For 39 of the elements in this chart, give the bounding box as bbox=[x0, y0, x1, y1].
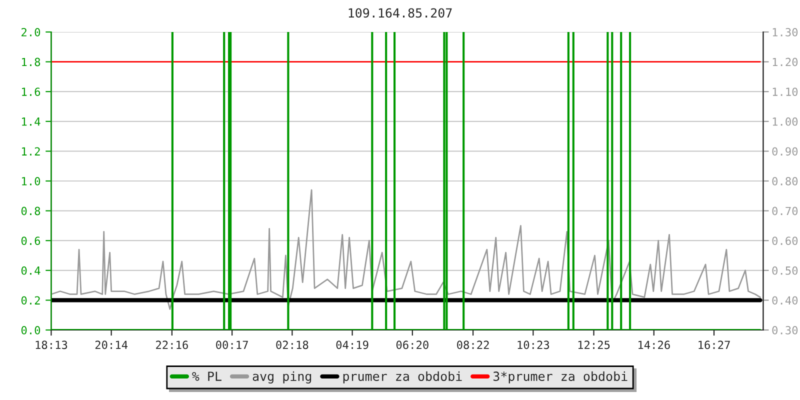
y2-tick-label: 0.50 bbox=[772, 266, 798, 275]
y-tick-label: 1.8 bbox=[22, 58, 40, 66]
x-tick-label: 22:16 bbox=[156, 340, 188, 350]
y-tick-label: 0.8 bbox=[21, 206, 40, 216]
chart-title: 109.164.85.207 bbox=[348, 8, 452, 18]
y2-tick-label: 0.70 bbox=[772, 206, 798, 216]
y-tick-label: 1.0 bbox=[22, 177, 40, 186]
x-tick-label: 10:23 bbox=[518, 340, 550, 350]
y-tick-label: 1.4 bbox=[22, 118, 40, 126]
legend-label: prumer za obdobi bbox=[343, 371, 462, 384]
x-tick-label: 02:18 bbox=[276, 340, 308, 350]
y-tick-label: 0.0 bbox=[21, 326, 40, 334]
y-tick-label: 0.6 bbox=[21, 236, 40, 246]
x-tick-label: 16:27 bbox=[698, 340, 730, 350]
x-tick-label: 20:14 bbox=[95, 340, 128, 350]
x-tick-label: 00:17 bbox=[216, 340, 248, 350]
y2-tick-label: 0.90 bbox=[772, 147, 798, 156]
y-tick-label: 0.4 bbox=[21, 266, 40, 275]
y-tick-label: 2.0 bbox=[22, 28, 40, 36]
legend-label: avg ping bbox=[252, 371, 312, 384]
y2-tick-label: 1.00 bbox=[772, 117, 798, 126]
y2-tick-label: 1.20 bbox=[772, 58, 798, 66]
y-tick-label: 0.2 bbox=[21, 296, 40, 305]
x-tick-label: 12:25 bbox=[578, 340, 610, 350]
y2-tick-label: 0.40 bbox=[772, 296, 798, 305]
y2-tick-label: 0.80 bbox=[772, 177, 798, 186]
y2-tick-label: 0.60 bbox=[772, 236, 798, 246]
y2-tick-label: 1.10 bbox=[772, 88, 798, 96]
legend-label: % PL bbox=[192, 372, 222, 381]
y-tick-label: 1.2 bbox=[22, 147, 40, 156]
x-tick-label: 06:20 bbox=[396, 340, 428, 350]
legend-label: 3*prumer za obdobi bbox=[493, 371, 628, 384]
x-tick-label: 14:26 bbox=[638, 340, 670, 350]
x-tick-label: 08:22 bbox=[457, 340, 489, 350]
y2-tick-label: 0.30 bbox=[772, 326, 798, 334]
x-tick-label: 18:13 bbox=[36, 340, 68, 350]
x-tick-label: 04:19 bbox=[336, 340, 368, 350]
y2-tick-label: 1.30 bbox=[772, 28, 798, 36]
y-tick-label: 1.6 bbox=[22, 88, 40, 96]
